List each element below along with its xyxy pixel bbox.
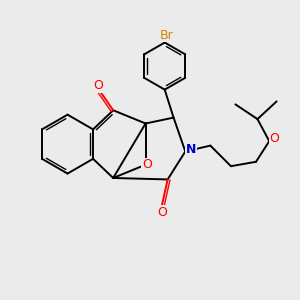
- Text: O: O: [157, 206, 167, 219]
- Text: Br: Br: [159, 29, 173, 42]
- Text: O: O: [94, 79, 103, 92]
- Text: O: O: [142, 158, 152, 171]
- Text: N: N: [186, 143, 196, 157]
- Text: O: O: [270, 132, 280, 145]
